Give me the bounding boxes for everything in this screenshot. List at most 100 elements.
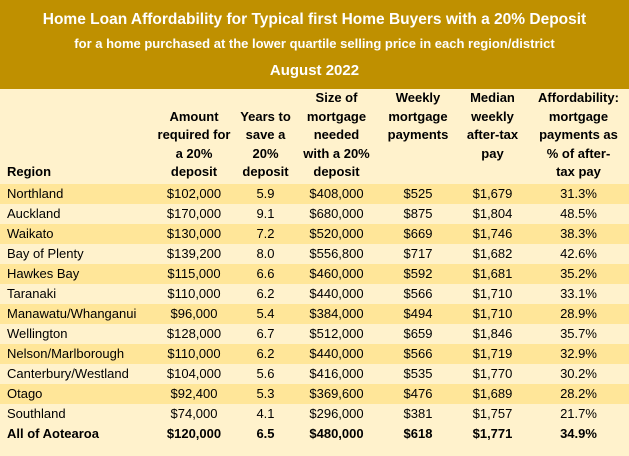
cell-mortgage-size: $520,000 — [294, 223, 379, 244]
cell-region: Waikato — [0, 223, 151, 244]
cell-mortgage-size: $369,600 — [294, 383, 379, 404]
table-row: Wellington $128,000 6.7 $512,000 $659 $1,846 3… — [0, 323, 629, 344]
cell-deposit-amount: $139,200 — [151, 243, 237, 264]
cell-median-pay: $1,719 — [457, 343, 528, 364]
cell-affordability: 28.2% — [528, 383, 629, 404]
column-header-years: Years to save a 20% deposit — [237, 89, 294, 184]
table-date: August 2022 — [269, 62, 360, 79]
cell-region: Southland — [0, 403, 151, 424]
cell-deposit-amount: $110,000 — [151, 283, 237, 304]
cell-weekly-payment: $525 — [379, 183, 457, 204]
header-line: weekly — [471, 108, 514, 124]
table-row: Manawatu/Whanganui $96,000 5.4 $384,000 $494… — [0, 303, 629, 324]
cell-weekly-payment: $566 — [379, 343, 457, 364]
cell-mortgage-size: $408,000 — [294, 183, 379, 204]
table-row: Waikato $130,000 7.2 $520,000 $669 $1,746 38.3… — [0, 223, 629, 244]
title-banner: Home Loan Affordability for Typical firs… — [0, 0, 629, 89]
table-row: Hawkes Bay $115,000 6.6 $460,000 $592 $1,681 3… — [0, 263, 629, 284]
table-row: Canterbury/Westland $104,000 5.6 $416,000 $5… — [0, 363, 629, 384]
header-line: Affordability: — [538, 90, 619, 105]
table-row: Nelson/Marlborough $110,000 6.2 $440,000 $56… — [0, 343, 629, 364]
cell-region: All of Aotearoa — [0, 423, 151, 444]
header-line: deposit — [170, 164, 218, 180]
cell-deposit-amount: $110,000 — [151, 343, 237, 364]
cell-median-pay: $1,689 — [457, 383, 528, 404]
column-header-amount: Amount required for a 20% deposit — [151, 89, 237, 184]
header-row: Region Amount required for a 20% deposit… — [0, 89, 629, 184]
cell-weekly-payment: $476 — [379, 383, 457, 404]
cell-years-to-save: 8.0 — [237, 243, 294, 264]
header-line: payments as — [539, 127, 618, 143]
table-title: Home Loan Affordability for Typical firs… — [42, 11, 587, 28]
cell-median-pay: $1,746 — [457, 223, 528, 244]
table-row: Northland $102,000 5.9 $408,000 $525 $1,679 31… — [0, 183, 629, 204]
cell-deposit-amount: $74,000 — [151, 403, 237, 424]
cell-region: Canterbury/Westland — [0, 363, 151, 384]
cell-mortgage-size: $384,000 — [294, 303, 379, 324]
cell-affordability: 32.9% — [528, 343, 629, 364]
header-line: mortgage — [306, 108, 367, 124]
cell-affordability: 28.9% — [528, 303, 629, 324]
cell-region: Wellington — [0, 323, 151, 344]
header-line: a 20% — [175, 145, 213, 161]
cell-years-to-save: 6.2 — [237, 283, 294, 304]
cell-deposit-amount: $128,000 — [151, 323, 237, 344]
cell-median-pay: $1,710 — [457, 303, 528, 324]
cell-median-pay: $1,804 — [457, 203, 528, 224]
header-line: mortgage — [388, 108, 448, 124]
cell-deposit-amount: $120,000 — [151, 423, 237, 444]
header-line: deposit — [242, 164, 289, 180]
cell-deposit-amount: $170,000 — [151, 203, 237, 224]
cell-weekly-payment: $875 — [379, 203, 457, 224]
cell-mortgage-size: $680,000 — [294, 203, 379, 224]
cell-years-to-save: 6.5 — [237, 423, 294, 444]
cell-affordability: 33.1% — [528, 283, 629, 304]
cell-weekly-payment: $717 — [379, 243, 457, 264]
header-line: save a — [245, 127, 286, 143]
header-line: Size of — [315, 90, 358, 105]
cell-affordability: 48.5% — [528, 203, 629, 224]
cell-weekly-payment: $535 — [379, 363, 457, 384]
cell-mortgage-size: $440,000 — [294, 343, 379, 364]
table-row: Otago $92,400 5.3 $369,600 $476 $1,689 28.2% — [0, 383, 629, 404]
cell-years-to-save: 6.7 — [237, 323, 294, 344]
cell-affordability: 21.7% — [528, 403, 629, 424]
cell-median-pay: $1,757 — [457, 403, 528, 424]
header-line: % of after- — [546, 145, 611, 161]
cell-years-to-save: 5.9 — [237, 183, 294, 204]
cell-weekly-payment: $669 — [379, 223, 457, 244]
table-row: Auckland $170,000 9.1 $680,000 $875 $1,804 48.… — [0, 203, 629, 224]
table-row: Taranaki $110,000 6.2 $440,000 $566 $1,710 33.… — [0, 283, 629, 304]
cell-mortgage-size: $416,000 — [294, 363, 379, 384]
column-header-pay: Median weekly after-tax pay — [457, 89, 528, 184]
cell-weekly-payment: $659 — [379, 323, 457, 344]
header-line: after-tax — [466, 127, 519, 143]
cell-years-to-save: 5.3 — [237, 383, 294, 404]
header-line: Weekly — [395, 90, 441, 105]
header-spacer — [379, 163, 457, 182]
header-line: mortgage — [548, 108, 609, 124]
cell-region: Nelson/Marlborough — [0, 343, 151, 364]
cell-years-to-save: 6.6 — [237, 263, 294, 284]
cell-deposit-amount: $102,000 — [151, 183, 237, 204]
cell-affordability: 31.3% — [528, 183, 629, 204]
cell-affordability: 34.9% — [528, 423, 629, 444]
header-line: 20% — [252, 145, 279, 161]
cell-years-to-save: 4.1 — [237, 403, 294, 424]
cell-years-to-save: 7.2 — [237, 223, 294, 244]
header-line: required for — [157, 127, 231, 143]
cell-region: Bay of Plenty — [0, 243, 151, 264]
header-line: Median — [470, 90, 515, 105]
cell-mortgage-size: $556,800 — [294, 243, 379, 264]
cell-median-pay: $1,681 — [457, 263, 528, 284]
cell-affordability: 35.2% — [528, 263, 629, 284]
cell-years-to-save: 5.6 — [237, 363, 294, 384]
cell-region: Taranaki — [0, 283, 151, 304]
cell-median-pay: $1,679 — [457, 183, 528, 204]
header-line: Amount — [169, 108, 219, 124]
cell-deposit-amount: $92,400 — [151, 383, 237, 404]
header-line: with a 20% — [303, 145, 370, 161]
cell-deposit-amount: $115,000 — [151, 263, 237, 284]
header-line: pay — [481, 145, 504, 161]
cell-median-pay: $1,710 — [457, 283, 528, 304]
